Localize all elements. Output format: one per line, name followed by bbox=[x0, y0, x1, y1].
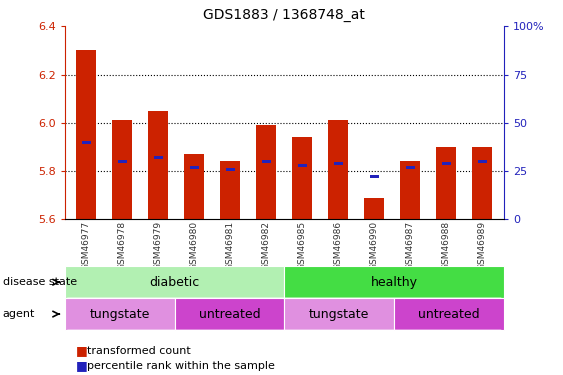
Bar bbox=[370, 176, 379, 178]
Bar bbox=[113, 120, 132, 219]
Bar bbox=[77, 50, 96, 219]
Text: diabetic: diabetic bbox=[149, 276, 200, 289]
Bar bbox=[149, 111, 168, 219]
Bar bbox=[292, 137, 312, 219]
Bar bbox=[185, 154, 204, 219]
Bar bbox=[478, 160, 487, 163]
Text: tungstate: tungstate bbox=[90, 308, 150, 321]
Bar bbox=[190, 166, 199, 169]
Text: tungstate: tungstate bbox=[309, 308, 369, 321]
Text: disease state: disease state bbox=[3, 277, 77, 287]
Text: transformed count: transformed count bbox=[87, 346, 191, 355]
Bar bbox=[406, 166, 415, 169]
Bar bbox=[118, 160, 127, 163]
Bar bbox=[262, 160, 271, 163]
Bar bbox=[400, 162, 420, 219]
Text: ■: ■ bbox=[76, 344, 88, 357]
Bar bbox=[82, 141, 91, 144]
Bar bbox=[442, 162, 451, 165]
Title: GDS1883 / 1368748_at: GDS1883 / 1368748_at bbox=[203, 9, 365, 22]
Bar bbox=[364, 198, 384, 219]
Bar bbox=[472, 147, 492, 219]
Bar bbox=[221, 162, 240, 219]
Text: untreated: untreated bbox=[418, 308, 480, 321]
Bar bbox=[154, 156, 163, 159]
Bar bbox=[298, 164, 307, 167]
Bar bbox=[256, 125, 276, 219]
Text: agent: agent bbox=[3, 309, 35, 319]
Bar bbox=[436, 147, 456, 219]
Bar bbox=[226, 168, 235, 171]
Bar bbox=[334, 162, 343, 165]
Bar bbox=[328, 120, 348, 219]
Text: ■: ■ bbox=[76, 359, 88, 372]
Text: untreated: untreated bbox=[199, 308, 260, 321]
Text: healthy: healthy bbox=[370, 276, 418, 289]
Text: percentile rank within the sample: percentile rank within the sample bbox=[87, 361, 275, 370]
